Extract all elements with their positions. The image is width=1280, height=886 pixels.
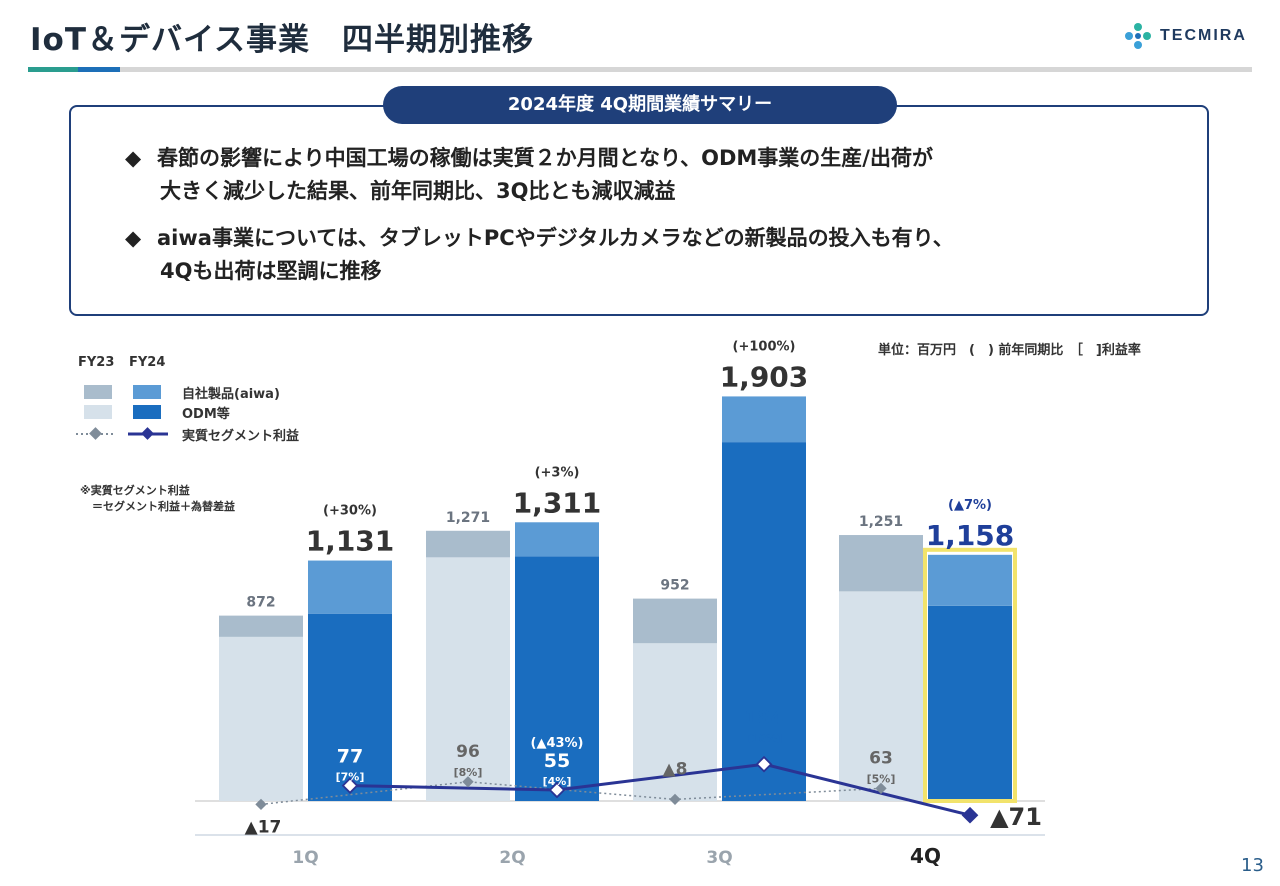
summary-bullet-2: ◆ aiwa事業については、タブレットPCやデジタルカメラなどの新製品の投入も有り…	[125, 222, 954, 288]
profit-label-fy24: 77	[337, 746, 363, 768]
profit-marker-fy23	[255, 798, 267, 811]
bar-fy24-aiwa	[308, 560, 392, 614]
profit-marker-fy24	[341, 777, 359, 794]
page-number: 13	[1241, 855, 1264, 876]
bar-fy24-yoy-label: (+30%)	[323, 504, 377, 519]
bar-fy24-odm	[308, 613, 392, 801]
legend-label-odm: ODM等	[182, 407, 230, 422]
footnote-line-2: ＝セグメント利益＋為替差益	[92, 500, 235, 513]
profit-label-fy24: 55	[544, 750, 570, 772]
bar-fy23-odm	[219, 636, 303, 801]
bar-fy24-aiwa	[928, 554, 1012, 606]
profit-label-fy23: 63	[869, 748, 893, 768]
x-tick-label: 1Q	[292, 848, 318, 868]
bar-fy23-total-label: 952	[660, 578, 689, 594]
bar-fy24-total-label: 1,903	[720, 360, 809, 393]
profit-line-fy24	[349, 762, 971, 817]
diamond-bullet-icon: ◆	[125, 146, 142, 170]
profit-marker-fy24	[961, 806, 979, 824]
profit-label-fy23: ▲17	[245, 817, 282, 837]
header-accent-bar-teal	[28, 67, 78, 72]
profit-margin-fy24: [10%]	[746, 732, 782, 745]
bar-fy23-aiwa	[219, 615, 303, 637]
x-tick-label: 3Q	[706, 848, 732, 868]
x-tick-label: 2Q	[499, 848, 525, 868]
footnote-line-1: ※実質セグメント利益	[80, 484, 190, 497]
profit-margin-fy24: [7%]	[336, 771, 365, 784]
bar-fy24-odm	[928, 605, 1012, 801]
profit-label-fy24: ▲71	[990, 803, 1042, 831]
profit-margin-fy23: [8%]	[454, 766, 483, 779]
legend-swatch-fy23-odm	[84, 405, 112, 419]
bar-fy23-aiwa	[633, 598, 717, 644]
bar-fy23-total-label: 872	[246, 595, 275, 611]
bar-fy23-total-label: 1,271	[446, 510, 490, 526]
bar-fy24-yoy-label: (▲7%)	[948, 498, 992, 513]
legend-fy23-header: FY23	[78, 355, 115, 370]
bar-fy24-total-label: 1,311	[513, 486, 602, 519]
legend-swatch-fy24-odm	[133, 405, 161, 419]
summary-bullet-1: ◆ 春節の影響により中国工場の稼働は実質２か月間となり、ODM事業の生産/出荷が …	[125, 142, 933, 208]
legend-swatch-fy24-aiwa	[133, 385, 161, 399]
bullet-1-line-2: 大きく減少した結果、前年同期比、3Q比とも減収減益	[160, 179, 676, 203]
profit-yoy-fy24: (▲43%)	[531, 736, 584, 751]
header-divider	[28, 67, 1252, 72]
bar-fy23-total-label: 1,251	[859, 514, 903, 530]
bar-fy23-odm	[839, 591, 923, 801]
profit-marker-fy24	[755, 755, 773, 773]
summary-title: 2024年度 4Q期間業績サマリー	[383, 86, 897, 124]
profit-marker-fy23	[669, 793, 681, 806]
legend-swatch-fy23-aiwa	[84, 385, 112, 399]
bar-fy24-aiwa	[722, 396, 806, 443]
legend-line-icons	[76, 427, 168, 440]
profit-margin-fy24: [4%]	[543, 775, 572, 788]
logo-mark-icon	[1124, 22, 1152, 50]
legend-fy24-header: FY24	[129, 355, 166, 370]
profit-label-fy23: ▲8	[663, 759, 688, 779]
bar-fy24-highlight-frame	[923, 547, 1017, 803]
bar-fy24-odm	[515, 556, 599, 801]
bar-fy23-aiwa	[426, 530, 510, 558]
bar-fy23-aiwa	[839, 535, 923, 592]
bar-fy24-total-label: 1,131	[306, 525, 395, 558]
bar-fy23-odm	[426, 557, 510, 801]
profit-label-fy24: 184	[744, 707, 784, 729]
bar-fy24-aiwa	[515, 522, 599, 557]
diamond-bullet-icon: ◆	[125, 226, 142, 250]
units-note: 単位：百万円 ( ) 前年同期比 ［ ]利益率	[878, 343, 1141, 358]
bar-fy24-yoy-label: (+3%)	[535, 465, 580, 480]
x-tick-label: 4Q	[910, 844, 941, 868]
profit-label-fy23: 96	[456, 742, 480, 762]
company-logo: TECMIRA	[1124, 22, 1247, 50]
bullet-2-line-1: aiwa事業については、タブレットPCやデジタルカメラなどの新製品の投入も有り、	[157, 226, 954, 250]
profit-marker-fy23	[875, 782, 887, 795]
bullet-1-line-1: 春節の影響により中国工場の稼働は実質２か月間となり、ODM事業の生産/出荷が	[157, 146, 933, 170]
page-title: IoT＆デバイス事業 四半期別推移	[30, 22, 535, 58]
profit-marker-fy23	[462, 776, 474, 788]
logo-text: TECMIRA	[1160, 27, 1247, 44]
profit-marker-fy24	[548, 781, 566, 799]
bar-fy24-odm	[722, 442, 806, 801]
legend-label-profit: 実質セグメント利益	[182, 429, 300, 444]
bar-fy24-yoy-label: (+100%)	[733, 339, 796, 354]
bar-fy24-total-label: 1,158	[926, 519, 1015, 552]
bullet-2-line-2: 4Qも出荷は堅調に推移	[160, 259, 382, 283]
legend-label-aiwa: 自社製品(aiwa)	[182, 387, 280, 402]
profit-margin-fy23: [5%]	[867, 772, 896, 785]
